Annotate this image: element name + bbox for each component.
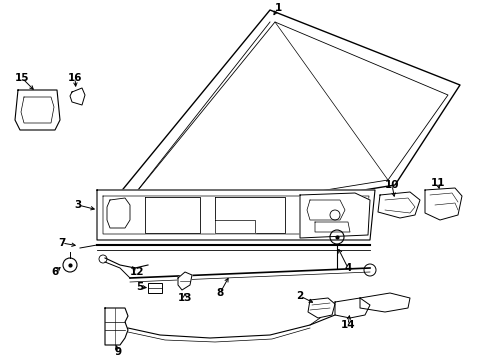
Polygon shape (105, 308, 128, 345)
Polygon shape (307, 298, 334, 318)
Polygon shape (306, 200, 345, 220)
Polygon shape (110, 10, 459, 210)
Polygon shape (178, 272, 192, 290)
Text: 8: 8 (216, 288, 223, 298)
Polygon shape (334, 298, 369, 318)
Text: 3: 3 (74, 200, 81, 210)
Text: 15: 15 (15, 73, 29, 83)
Polygon shape (215, 197, 285, 233)
Text: 5: 5 (136, 282, 143, 292)
Text: 4: 4 (344, 263, 351, 273)
Text: 6: 6 (51, 267, 59, 277)
Text: 12: 12 (129, 267, 144, 277)
Polygon shape (70, 88, 85, 105)
Polygon shape (215, 220, 254, 233)
Text: 11: 11 (430, 178, 445, 188)
Polygon shape (359, 293, 409, 312)
Polygon shape (314, 222, 349, 232)
Polygon shape (424, 188, 461, 220)
Text: 2: 2 (296, 291, 303, 301)
Polygon shape (107, 198, 130, 228)
Text: 10: 10 (384, 180, 398, 190)
Text: 7: 7 (58, 238, 65, 248)
Polygon shape (299, 193, 369, 238)
Text: 16: 16 (68, 73, 82, 83)
Polygon shape (377, 192, 419, 218)
Text: 1: 1 (274, 3, 281, 13)
Text: 9: 9 (114, 347, 122, 357)
Text: 13: 13 (177, 293, 192, 303)
Polygon shape (145, 197, 200, 233)
Bar (148, 283, 162, 293)
Polygon shape (97, 190, 374, 240)
Text: 14: 14 (340, 320, 355, 330)
Polygon shape (15, 90, 60, 130)
